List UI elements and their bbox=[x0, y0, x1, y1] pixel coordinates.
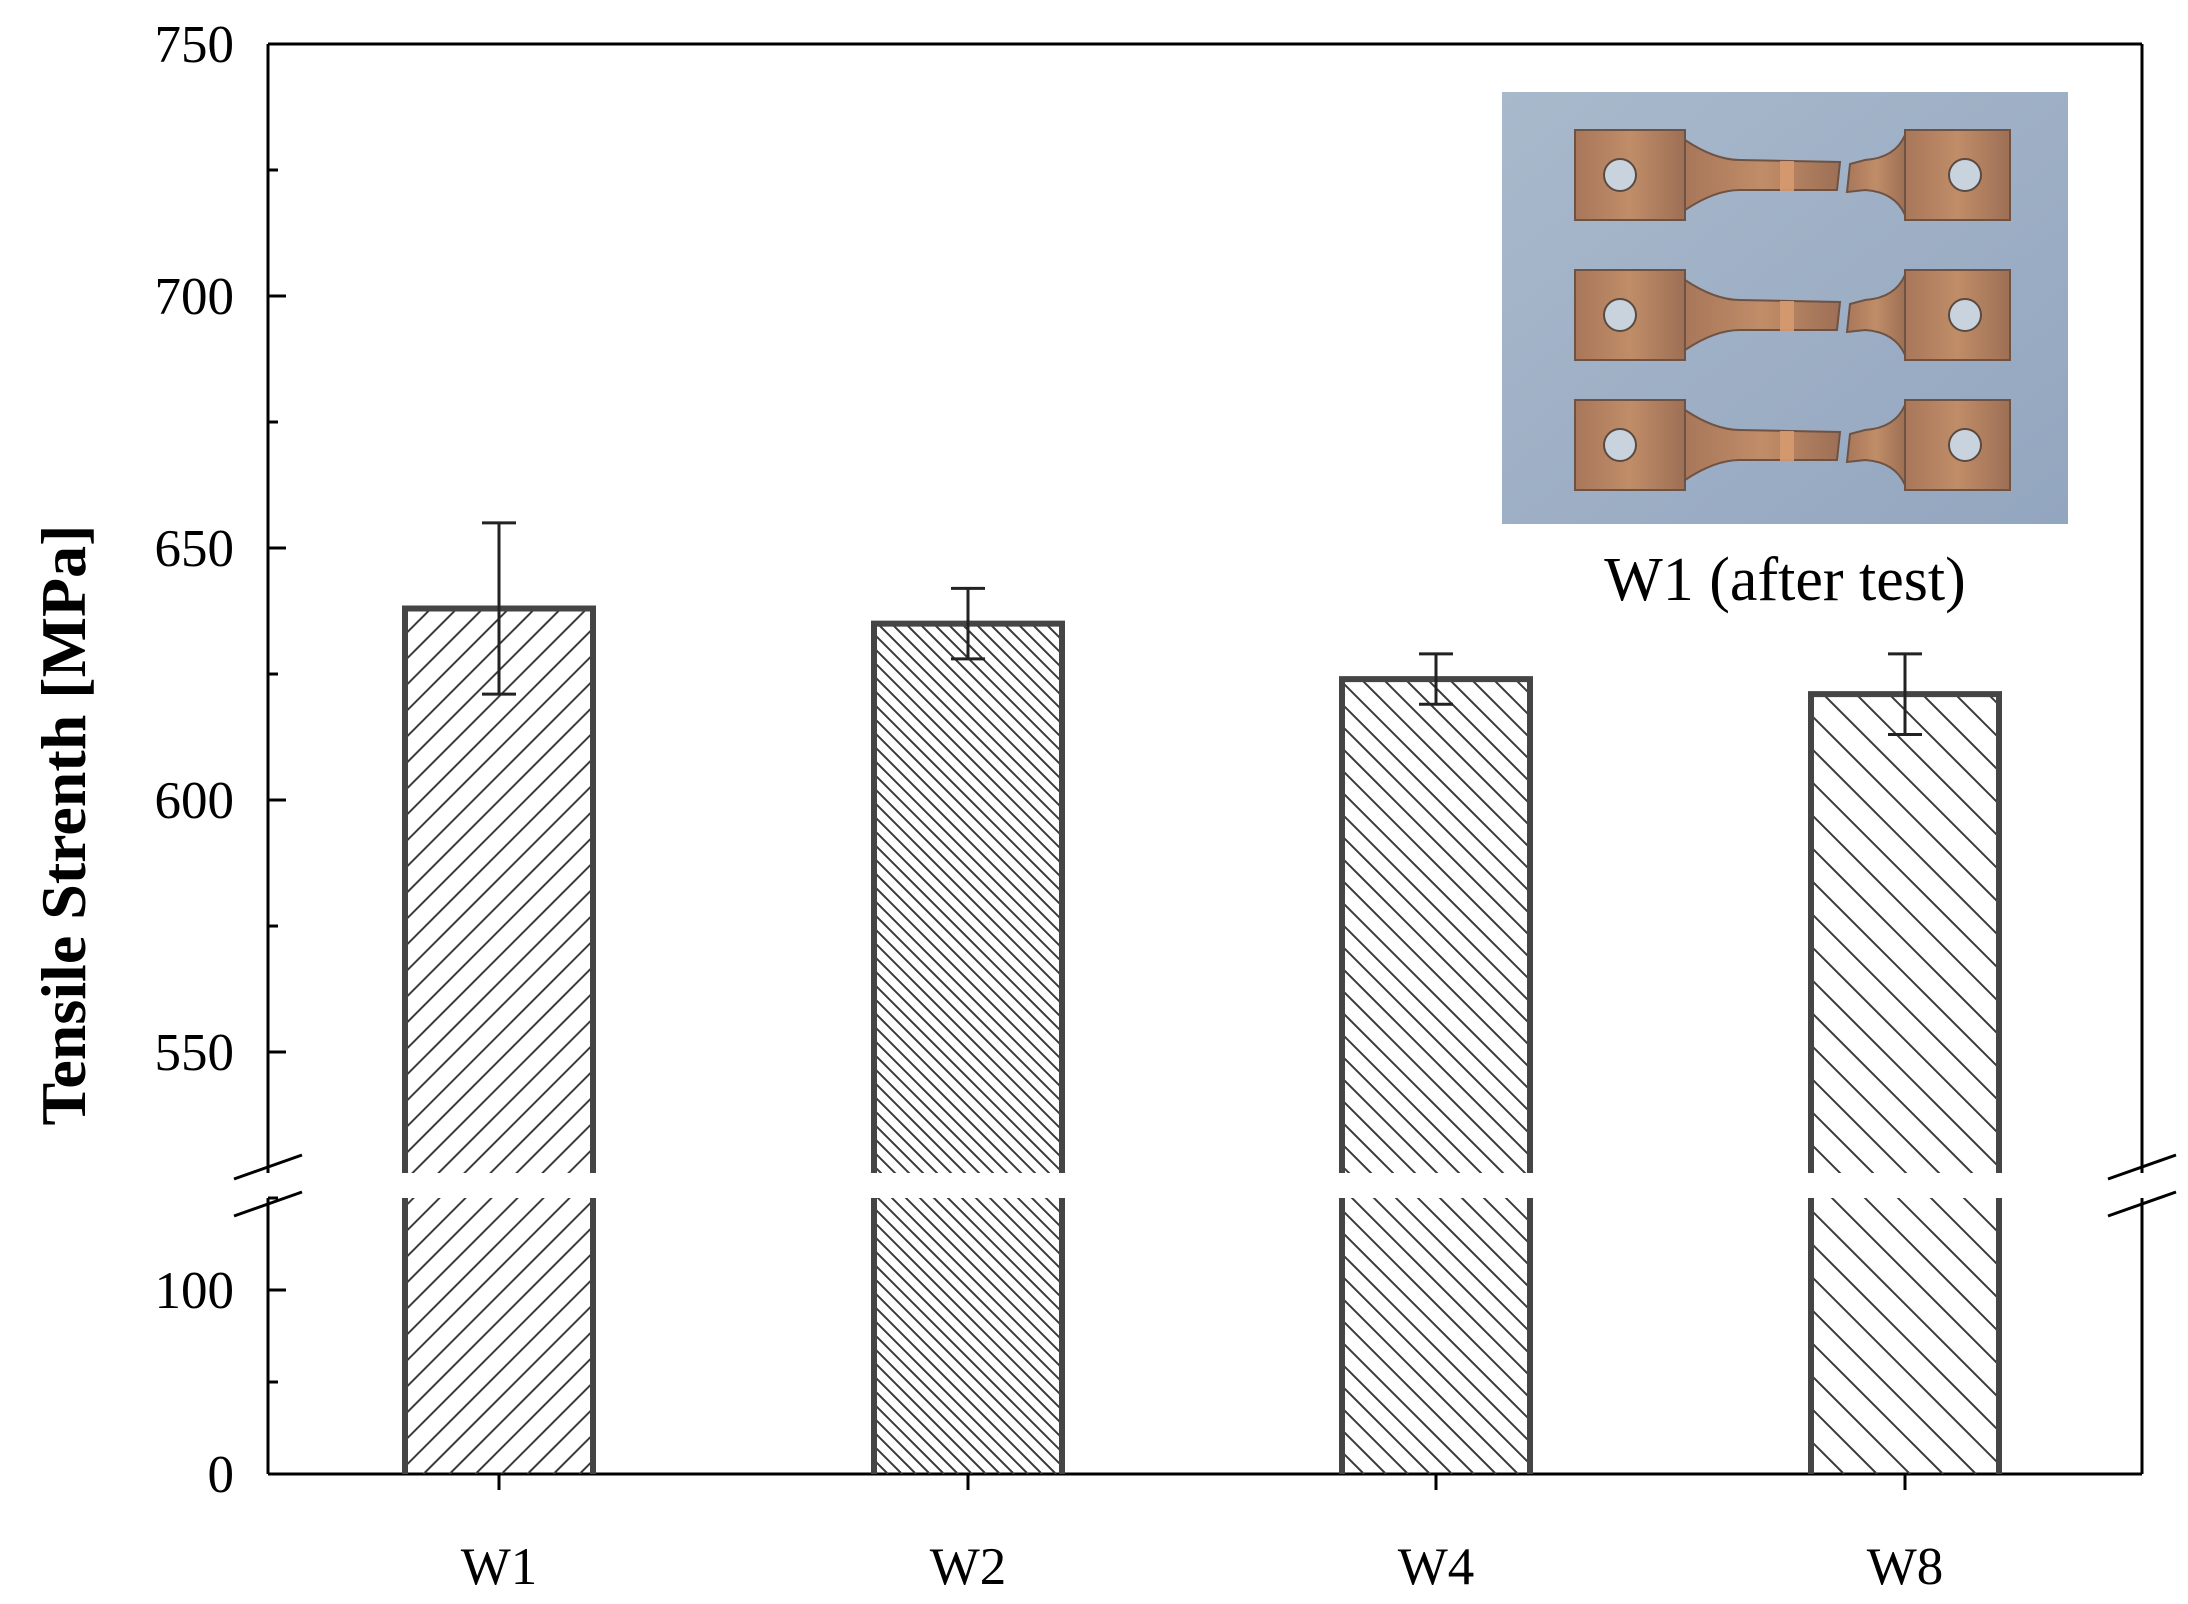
specimen-hole bbox=[1603, 158, 1637, 192]
y-axis-label: Tensile Strenth [MPa] bbox=[28, 525, 99, 1126]
specimen-hole bbox=[1603, 298, 1637, 332]
bar-W1 bbox=[402, 605, 596, 1474]
specimen bbox=[1574, 129, 2011, 221]
inset-photo bbox=[1502, 92, 2068, 524]
axis-break-mark-left bbox=[233, 1153, 303, 1181]
y-tick-label: 750 bbox=[155, 16, 235, 74]
specimen-hole bbox=[1948, 298, 1982, 332]
x-tick-label: W1 bbox=[461, 1538, 538, 1596]
specimen bbox=[1574, 269, 2011, 361]
x-axis-ticks: W1 W2 W4 W8 bbox=[461, 1474, 1944, 1596]
y-tick-label: 700 bbox=[155, 268, 235, 326]
y-tick-label: 100 bbox=[155, 1262, 235, 1320]
bar-outline-upper bbox=[1808, 691, 2002, 1173]
bars-group bbox=[402, 605, 2002, 1474]
bar-hatch bbox=[1811, 694, 1999, 1474]
specimen bbox=[1574, 399, 2011, 491]
y-tick-label: 0 bbox=[208, 1446, 235, 1504]
specimen-gauge-left bbox=[1684, 408, 1842, 482]
tensile-specimens-photo bbox=[1574, 129, 2011, 491]
y-tick-label: 650 bbox=[155, 520, 235, 578]
specimen-gauge-left bbox=[1684, 278, 1842, 352]
bar-hatch bbox=[405, 608, 593, 1474]
axis-break-mark-right bbox=[2107, 1190, 2177, 1218]
specimen-hole bbox=[1948, 158, 1982, 192]
bar-W8 bbox=[1808, 691, 2002, 1474]
error-bar-W2 bbox=[951, 586, 985, 661]
specimen-hole bbox=[1603, 428, 1637, 462]
error-bar-W1 bbox=[482, 521, 516, 696]
bar-W2 bbox=[871, 620, 1065, 1474]
bar-hatch bbox=[874, 623, 1062, 1474]
specimen-gauge-left bbox=[1684, 138, 1842, 212]
inset-caption: W1 (after test) bbox=[1604, 546, 1965, 614]
bar-W4 bbox=[1339, 676, 1533, 1474]
bar-hatch bbox=[1342, 679, 1530, 1474]
specimen-weld-band bbox=[1780, 301, 1794, 331]
y-tick-label: 600 bbox=[155, 772, 235, 830]
specimen-weld-band bbox=[1780, 161, 1794, 191]
x-tick-label: W4 bbox=[1398, 1538, 1475, 1596]
error-bars-group bbox=[482, 521, 1922, 737]
specimen-head-right bbox=[1904, 269, 2011, 361]
y-axis-ticks: 550 600 650 700 750 0 100 bbox=[155, 16, 286, 1504]
x-tick-label: W8 bbox=[1867, 1538, 1944, 1596]
axis-break-mark-left bbox=[233, 1190, 303, 1218]
specimen-hole bbox=[1948, 428, 1982, 462]
specimen-weld-band bbox=[1780, 431, 1794, 461]
x-tick-label: W2 bbox=[930, 1538, 1007, 1596]
axis-break-mark-right bbox=[2107, 1153, 2177, 1181]
y-tick-label: 550 bbox=[155, 1024, 235, 1082]
error-bar-W8 bbox=[1888, 652, 1922, 737]
error-bar-W4 bbox=[1419, 652, 1453, 706]
